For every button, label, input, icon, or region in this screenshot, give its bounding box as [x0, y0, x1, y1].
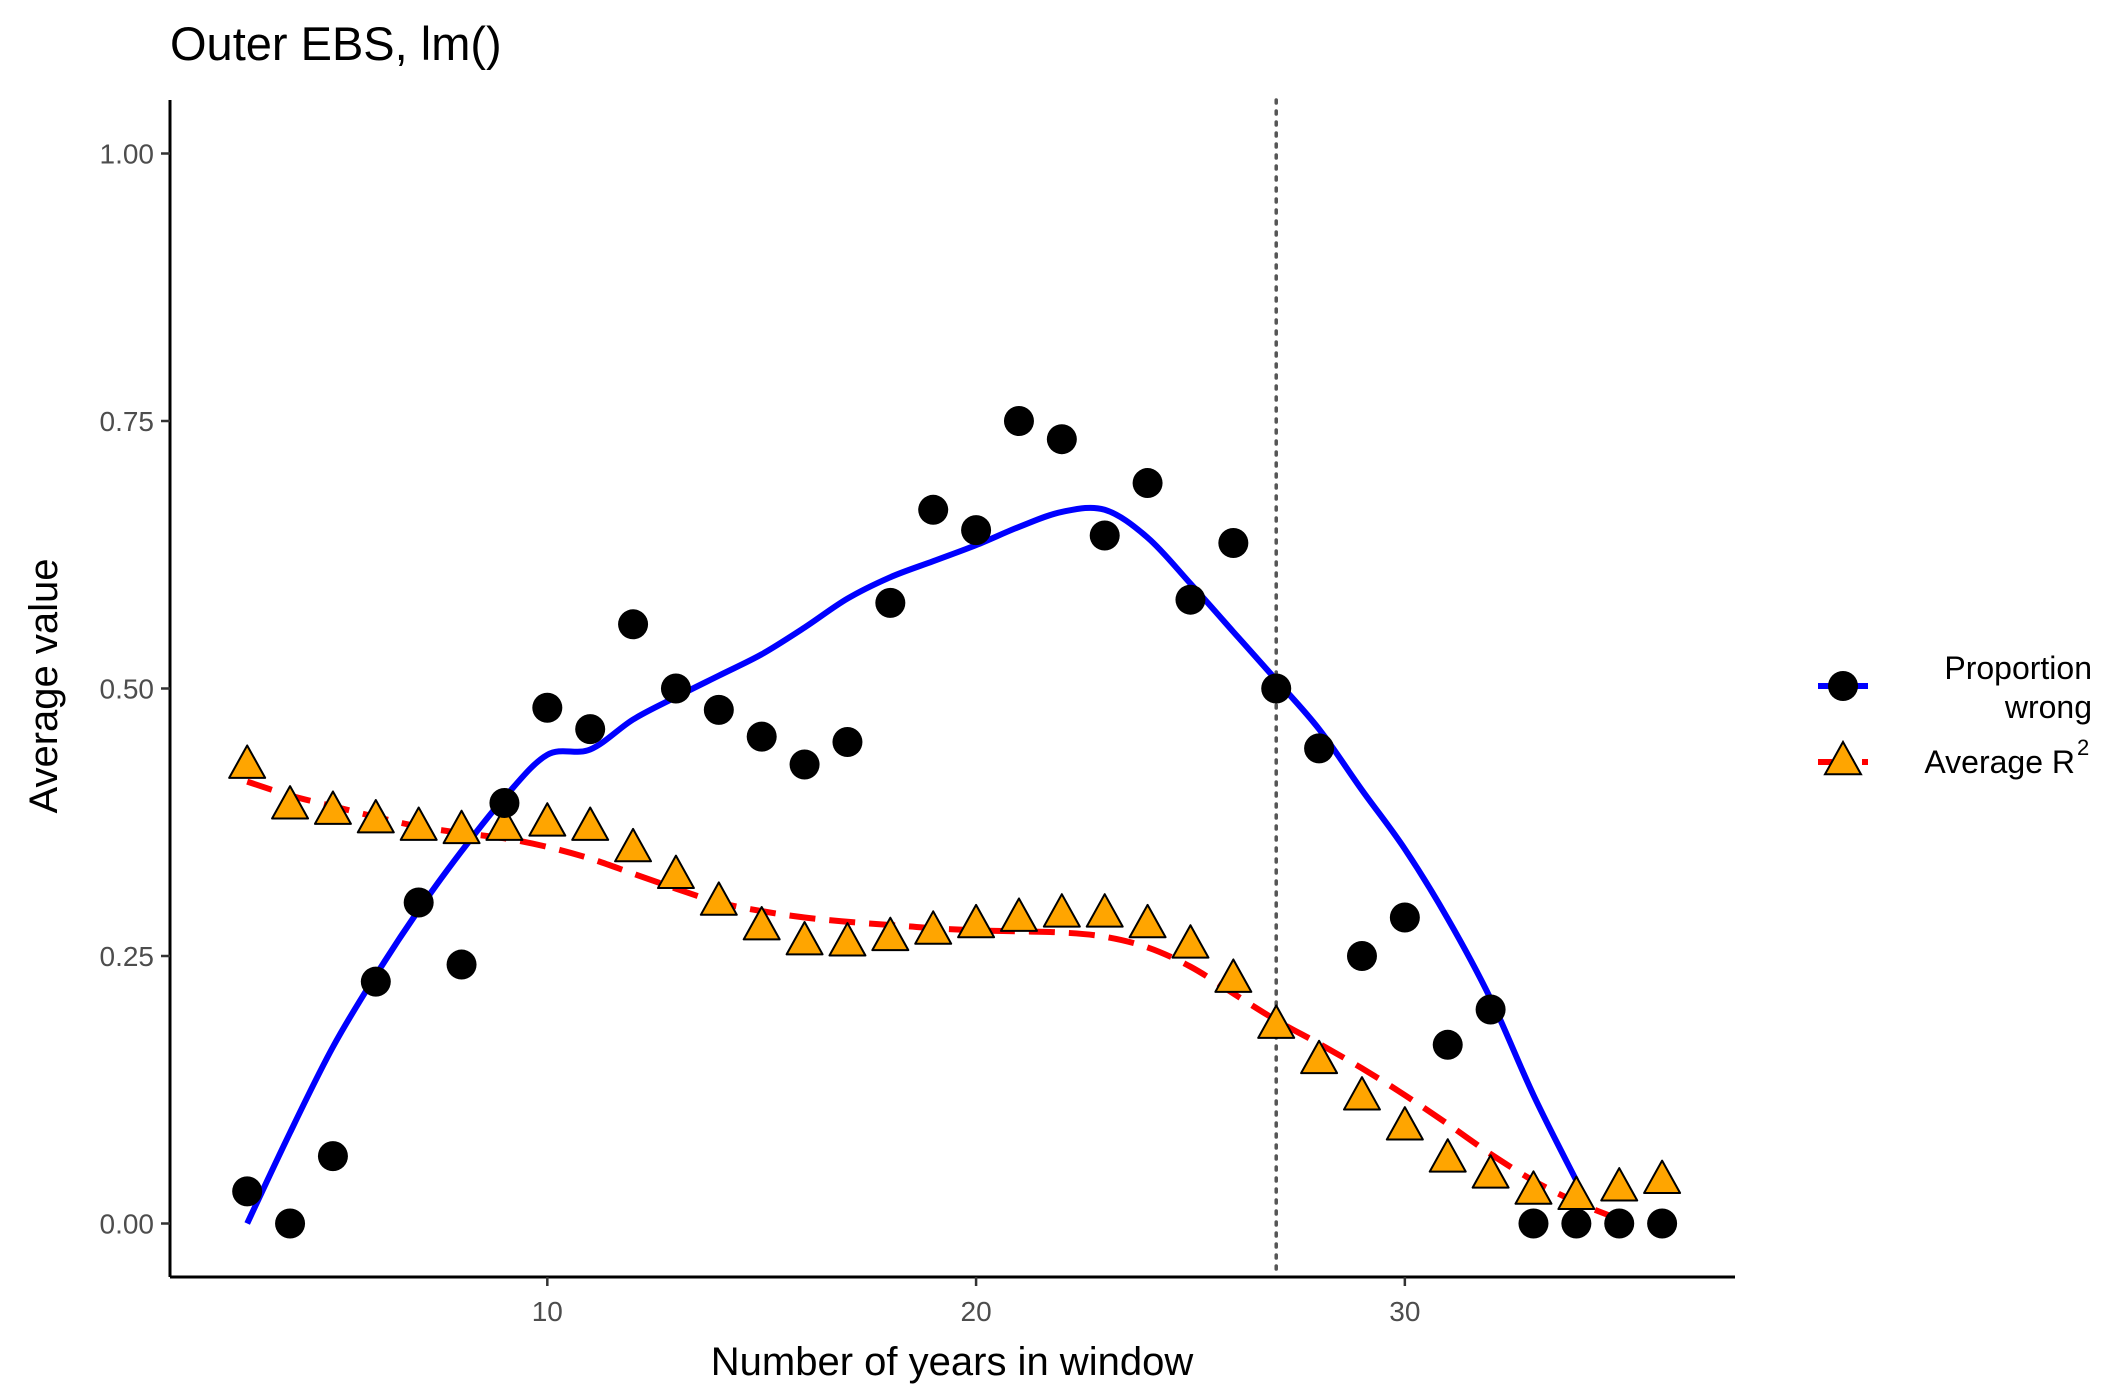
data-point-average-r2 [228, 744, 267, 779]
data-point-proportion-wrong [1475, 994, 1506, 1025]
data-point-average-r2 [656, 854, 695, 890]
data-point-proportion-wrong [1089, 520, 1120, 551]
data-point-average-r2 [485, 806, 524, 841]
data-point-average-r2 [957, 903, 996, 939]
data-point-proportion-wrong [575, 714, 606, 745]
smooth-line-proportion-wrong [244, 504, 1580, 1225]
data-point-proportion-wrong [1046, 424, 1077, 455]
y-tick-label: 1.00 [100, 139, 155, 170]
plot-area: 0.00 0.25 0.50 0.75 1.00 10 20 30 [100, 98, 1735, 1327]
data-point-average-r2 [871, 916, 910, 952]
y-tick-label: 0.25 [100, 941, 155, 972]
data-point-average-r2 [1257, 1004, 1296, 1039]
data-point-average-r2 [1514, 1170, 1553, 1205]
data-point-average-r2 [1042, 893, 1081, 928]
data-point-proportion-wrong [1003, 406, 1034, 436]
data-point-average-r2 [571, 806, 610, 841]
data-point-proportion-wrong [789, 749, 820, 780]
data-point-average-r2 [1300, 1039, 1339, 1075]
data-point-average-r2 [399, 806, 438, 841]
y-tick-label: 0.50 [100, 674, 155, 705]
data-point-proportion-wrong [1304, 733, 1335, 764]
data-point-average-r2 [1085, 893, 1124, 928]
data-point-average-r2 [1643, 1159, 1682, 1195]
y-tick-label: 0.75 [100, 406, 155, 437]
data-point-average-r2 [356, 799, 395, 834]
legend-label-proportion: Proportion [1944, 650, 2092, 686]
data-point-average-r2 [1128, 903, 1167, 939]
data-point-average-r2 [528, 802, 567, 837]
data-point-proportion-wrong [961, 515, 992, 546]
data-point-proportion-wrong [446, 949, 477, 980]
data-point-proportion-wrong [660, 673, 691, 704]
data-point-proportion-wrong [832, 727, 863, 757]
x-tick-label: 10 [532, 1296, 563, 1327]
data-point-proportion-wrong [1346, 941, 1377, 971]
data-point-average-r2 [785, 921, 824, 956]
data-point-proportion-wrong [489, 787, 520, 818]
data-point-average-r2 [1342, 1076, 1381, 1111]
data-point-average-r2 [614, 827, 653, 863]
legend-label-wrong: wrong [2004, 689, 2092, 725]
legend-key-circle-icon [1828, 671, 1858, 701]
legend-label-average-r: Average R [1924, 744, 2075, 780]
data-point-average-r2 [1428, 1138, 1467, 1173]
data-point-proportion-wrong [1261, 673, 1292, 704]
y-axis-title: Average value [22, 559, 66, 814]
data-point-proportion-wrong [746, 721, 777, 752]
chart-title: Outer EBS, lm() [170, 17, 502, 70]
data-point-average-r2 [699, 881, 738, 916]
data-point-proportion-wrong [1432, 1029, 1463, 1060]
data-point-proportion-wrong [1218, 527, 1249, 558]
data-point-average-r2 [442, 809, 481, 845]
data-point-proportion-wrong [875, 587, 906, 618]
data-point-proportion-wrong [1518, 1208, 1549, 1239]
data-point-proportion-wrong [618, 609, 649, 640]
legend-label-superscript: 2 [2077, 735, 2089, 760]
data-point-average-r2 [1214, 958, 1253, 993]
data-point-average-r2 [1385, 1106, 1424, 1141]
data-point-proportion-wrong [1561, 1208, 1592, 1239]
x-tick-label: 30 [1389, 1296, 1420, 1327]
data-point-proportion-wrong [1604, 1208, 1635, 1239]
data-point-proportion-wrong [532, 692, 563, 723]
data-point-proportion-wrong [360, 966, 391, 997]
data-point-proportion-wrong [703, 694, 734, 725]
legend-key-triangle-icon [1823, 739, 1863, 776]
data-point-proportion-wrong [232, 1176, 263, 1207]
data-point-average-r2 [828, 922, 867, 957]
data-point-average-r2 [271, 785, 310, 820]
data-point-proportion-wrong [1132, 468, 1163, 499]
data-point-average-r2 [914, 910, 953, 945]
data-point-average-r2 [742, 906, 781, 941]
data-point-proportion-wrong [1389, 902, 1420, 933]
x-axis-title: Number of years in window [711, 1340, 1194, 1384]
data-point-average-r2 [1600, 1167, 1639, 1202]
data-point-proportion-wrong [1647, 1208, 1678, 1239]
data-point-proportion-wrong [918, 494, 949, 525]
data-point-proportion-wrong [317, 1141, 348, 1172]
x-tick-label: 20 [961, 1296, 992, 1327]
data-point-average-r2 [999, 897, 1038, 932]
data-point-proportion-wrong [275, 1208, 306, 1239]
y-tick-label: 0.00 [100, 1209, 155, 1240]
data-point-proportion-wrong [1175, 584, 1206, 615]
data-point-average-r2 [1171, 924, 1210, 959]
data-point-average-r2 [313, 790, 352, 825]
data-point-proportion-wrong [403, 887, 434, 918]
data-point-average-r2 [1471, 1154, 1510, 1189]
